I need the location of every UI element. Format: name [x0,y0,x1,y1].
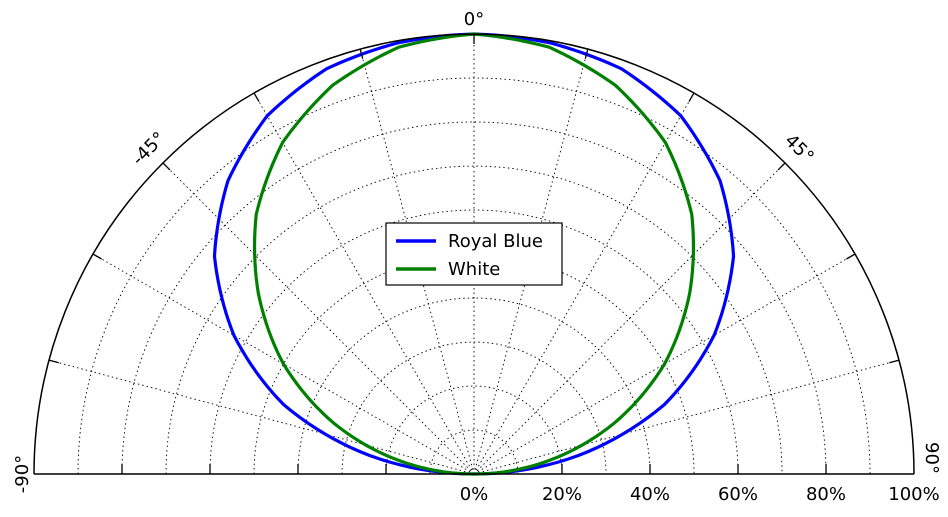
radial-tick-label: 0% [460,484,489,505]
radial-grid-arc [385,385,563,475]
angle-tick-label: 45° [780,130,817,167]
angular-grid-spoke [473,92,695,475]
angle-tick-mark [253,92,260,102]
angular-grid-spoke [253,92,475,475]
angular-grid-spoke [162,162,475,475]
angle-tick-mark [48,359,59,364]
radial-tick-label: 40% [630,484,670,505]
legend-label: Royal Blue [448,231,543,252]
angle-tick-mark [162,162,171,171]
angular-grid-spoke [473,253,856,475]
angle-tick-mark [688,92,695,102]
angular-grid-spoke [473,359,900,475]
angle-tick-mark [92,253,102,260]
angle-tick-mark [846,253,856,260]
radial-grid-arc [429,429,519,475]
angle-tick-mark [777,162,786,171]
angular-grid-spoke [473,48,589,475]
angular-grid-spoke [92,253,475,475]
angle-tick-label: 0° [464,9,484,30]
radial-tick-label: 80% [806,484,846,505]
angle-tick-mark [584,48,589,59]
angular-grid-spoke [48,359,475,475]
legend-box [385,222,563,286]
radial-grid-arc [165,165,783,475]
grid [48,34,900,475]
angle-tick-label: -90° [12,455,33,493]
chart-frame [33,33,915,475]
radial-grid-arc [121,121,827,475]
angle-tick-mark [359,48,364,59]
radial-tick-label: 100% [888,484,939,505]
angular-grid-spoke [359,48,475,475]
radial-tick-label: 20% [542,484,582,505]
legend: Royal Blue White [385,222,563,286]
angle-tick-label: 90° [921,442,942,474]
radial-grid-arc [209,209,739,475]
angle-tick-mark [889,359,900,364]
radial-tick-label: 60% [718,484,758,505]
legend-label: White [448,259,500,280]
angular-grid-spoke [473,162,786,475]
